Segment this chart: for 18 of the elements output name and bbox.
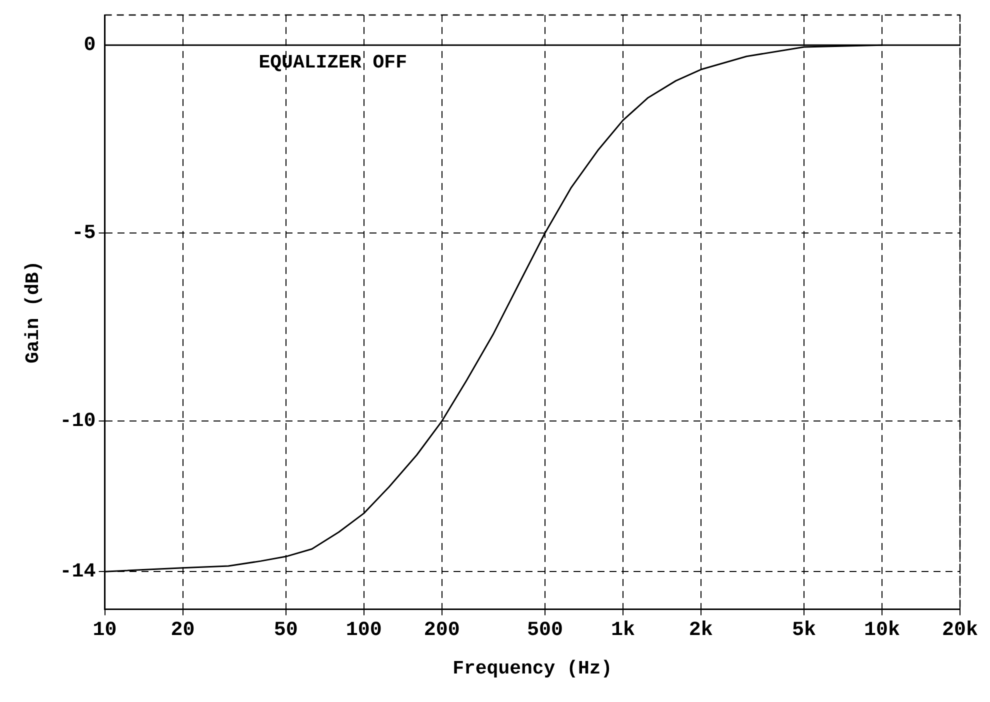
- y-axis-title: Gain (dB): [22, 260, 44, 364]
- x-tick-label: 100: [346, 619, 382, 642]
- x-tick-label: 500: [526, 619, 563, 642]
- x-tick-label: 5k: [792, 619, 816, 642]
- y-tick-label: -5: [72, 222, 96, 246]
- y-tick-label: 0: [84, 34, 96, 58]
- y-tick-label: -14: [60, 560, 96, 584]
- x-tick-label: 10: [92, 619, 117, 642]
- x-tick-label: 20: [170, 619, 195, 642]
- x-tick-label: 200: [424, 619, 460, 642]
- x-axis-title: Frequency (Hz): [452, 657, 612, 680]
- x-tick-label: 50: [274, 619, 298, 642]
- y-tick-label: -10: [60, 410, 96, 434]
- x-tick-label: 2k: [688, 619, 713, 642]
- x-tick-label: 20k: [942, 619, 978, 642]
- series-label: EQUALIZER OFF: [258, 51, 407, 74]
- x-tick-label: 10k: [864, 619, 900, 642]
- x-tick-label: 1k: [610, 619, 635, 642]
